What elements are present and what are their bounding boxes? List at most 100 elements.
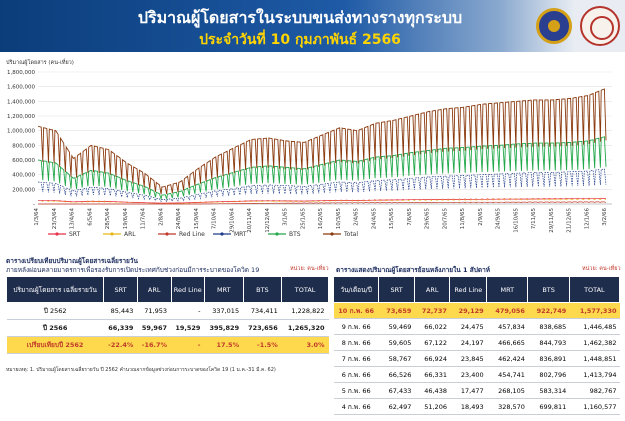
legend-label: SRT	[69, 231, 81, 238]
weekly-table-cell: 699,811	[527, 398, 570, 415]
compare-table-cell: ปี 2562	[6, 302, 104, 320]
weekly-table-cell: 1,577,330	[569, 302, 620, 319]
compare-table-cell: 85,443	[103, 302, 138, 320]
x-tick-label: 24/4/65	[371, 208, 377, 230]
legend-label: MRT	[234, 231, 247, 238]
x-tick-label: 29/10/64	[229, 208, 235, 233]
x-tick-label: 2/9/65	[478, 207, 484, 225]
x-tick-label: 2/8/64	[158, 207, 164, 225]
compare-table-cell: 59,967	[137, 319, 171, 337]
weekly-table-cell: 10 ก.พ. 66	[333, 302, 379, 319]
legend-marker	[220, 232, 224, 236]
series-line-total	[37, 88, 607, 195]
y-tick-label: 1,000,000	[7, 129, 35, 135]
x-tick-label: 12/1/66	[584, 208, 590, 230]
weekly-table-cell: 1,448,851	[569, 350, 620, 367]
compare-table-cell: 395,829	[204, 319, 244, 337]
compare-note: หมายเหตุ: 1. ปริมาณผู้โดยสารเฉลี่ยรายวัน…	[6, 367, 276, 373]
series-line-mrt	[37, 168, 607, 203]
y-tick-label: 200,000	[12, 187, 35, 193]
compare-table-cell: 1,228,822	[281, 302, 329, 320]
y-tick-label: 400,000	[12, 173, 35, 179]
y-axis-label: ปริมาณผู้โดยสาร (คน-เที่ยว)	[6, 58, 74, 66]
weekly-table-header-cell: SRT	[378, 276, 415, 303]
legend-label: Total	[343, 231, 358, 238]
x-tick-label: 3/1/65	[283, 207, 289, 225]
weekly-table-cell: 982,767	[569, 382, 620, 399]
rail-department-logo	[580, 6, 620, 46]
weekly-table-cell: 51,206	[414, 398, 450, 415]
compare-table-cell: 1,265,320	[281, 319, 329, 337]
weekly-table-cell: 922,749	[527, 302, 570, 319]
weekly-table-cell: 583,314	[527, 382, 570, 399]
weekly-table-cell: 844,793	[527, 334, 570, 351]
x-tick-label: 20/7/65	[442, 208, 448, 230]
compare-table-cell: ปี 2566	[6, 319, 104, 337]
y-tick-label: 1,400,000	[7, 99, 35, 105]
weekly-table-header: วัน/เดือน/ปี SRT ARL Red Line MRT BTS TOTAL	[332, 276, 621, 303]
x-tick-label: 19/6/64	[123, 208, 129, 230]
compare-table-cell: 3.0%	[281, 336, 329, 354]
weekly-table-cell: 479,056	[486, 302, 528, 319]
page-date: ประจำวันที่ 10 กุมภาพันธ์ 2566	[199, 32, 401, 48]
weekly-table-header-cell: ARL	[413, 276, 451, 303]
ridership-line-chart: ปริมาณผู้โดยสาร (คน-เที่ยว) - 200,000 400,0…	[6, 58, 612, 238]
x-tick-label: 21/12/65	[567, 208, 573, 233]
weekly-table-cell: 66,331	[414, 366, 450, 383]
weekly-table-cell: 466,665	[486, 334, 528, 351]
weekly-table-row: 8 ก.พ. 66 59,605 67,122 24,197 466,665 844,79…	[333, 334, 620, 351]
compare-table-header-cell: Red Line	[170, 276, 205, 303]
x-tick-label: 3/2/66	[602, 207, 608, 225]
weekly-table-cell: 73,659	[378, 302, 415, 319]
weekly-table-cell: 328,570	[486, 398, 528, 415]
weekly-table-row: 7 ก.พ. 66 58,767 66,924 23,845 462,424 836,89…	[333, 350, 620, 367]
compare-table: ปริมาณผู้โดยสาร เฉลี่ยรายวัน SRT ARL Red Li…	[5, 276, 329, 354]
weekly-table-cell: 1,446,485	[569, 318, 620, 335]
x-tick-label: 13/4/64	[70, 208, 76, 230]
weekly-table-cell: 8 ก.พ. 66	[333, 334, 379, 351]
weekly-table-cell: 1,462,382	[569, 334, 620, 351]
compare-table-cell: -22.4%	[103, 336, 138, 354]
weekly-table-cell: 23,845	[449, 350, 487, 367]
weekly-table-row: 4 ก.พ. 66 62,497 51,206 18,493 328,570 699,81…	[333, 398, 620, 415]
legend-marker	[330, 232, 334, 236]
weekly-table-cell: 836,891	[527, 350, 570, 367]
x-tick-label: 6/5/64	[87, 207, 93, 225]
compare-table-cell: -	[171, 302, 205, 320]
compare-table-cell: 337,015	[204, 302, 244, 320]
weekly-table-cell: 66,526	[378, 366, 415, 383]
ministry-seal-logo	[536, 8, 572, 44]
legend-label: Red Line	[179, 231, 205, 238]
compare-table-cell: -	[171, 336, 205, 354]
weekly-table-cell: 454,741	[486, 366, 528, 383]
page-title: ปริมาณผู้โดยสารในระบบขนส่งทางรางทุกระบบ	[137, 8, 463, 27]
compare-unit: หน่วย: คน-เที่ยว	[290, 266, 329, 272]
weekly-table-cell: 62,497	[378, 398, 415, 415]
header-banner: ปริมาณผู้โดยสารในระบบขนส่งทางรางทุกระบบ …	[0, 0, 625, 52]
compare-subtitle: ภายหลังผ่อนคลายมาตรการเพื่อรองรับการเปิด…	[6, 266, 260, 274]
weekly-table-cell: 59,469	[378, 318, 415, 335]
compare-table-cell: เปรียบเทียบปี 2562	[6, 336, 104, 354]
weekly-table-row: 9 ก.พ. 66 59,469 66,022 24,475 457,834 838,68…	[333, 318, 620, 335]
compare-table-row: ปี 2566 66,339 59,967 19,529 395,829 723,656 1…	[6, 319, 329, 337]
legend-marker	[55, 232, 59, 236]
y-tick-label: 800,000	[12, 143, 35, 149]
weekly-table-row: 6 ก.พ. 66 66,526 66,331 23,400 454,741 802,79…	[333, 366, 620, 383]
legend-label: BTS	[289, 231, 301, 238]
weekly-table-cell: 58,767	[378, 350, 415, 367]
legend-label: ARL	[124, 231, 136, 238]
x-tick-label: 20/11/64	[247, 208, 253, 233]
weekly-table-cell: 802,796	[527, 366, 570, 383]
weekly-table-cell: 9 ก.พ. 66	[333, 318, 379, 335]
x-tick-label: 11/7/64	[141, 208, 147, 230]
weekly-table-header-cell: วัน/เดือน/ปี	[332, 276, 380, 303]
weekly-title: ตารางแสดงปริมาณผู้โดยสารย้อนหลังภายใน 1 …	[336, 266, 491, 274]
y-tick-label: 1,600,000	[7, 85, 35, 91]
legend-marker	[165, 232, 169, 236]
x-tick-label: 10/3/65	[336, 208, 342, 230]
x-tick-label: 16/2/65	[318, 208, 324, 230]
weekly-table-cell: 17,477	[449, 382, 487, 399]
x-tick-label: 1/3/64	[34, 207, 40, 225]
weekly-table-cell: 66,022	[414, 318, 450, 335]
series-line-bts	[37, 136, 607, 201]
